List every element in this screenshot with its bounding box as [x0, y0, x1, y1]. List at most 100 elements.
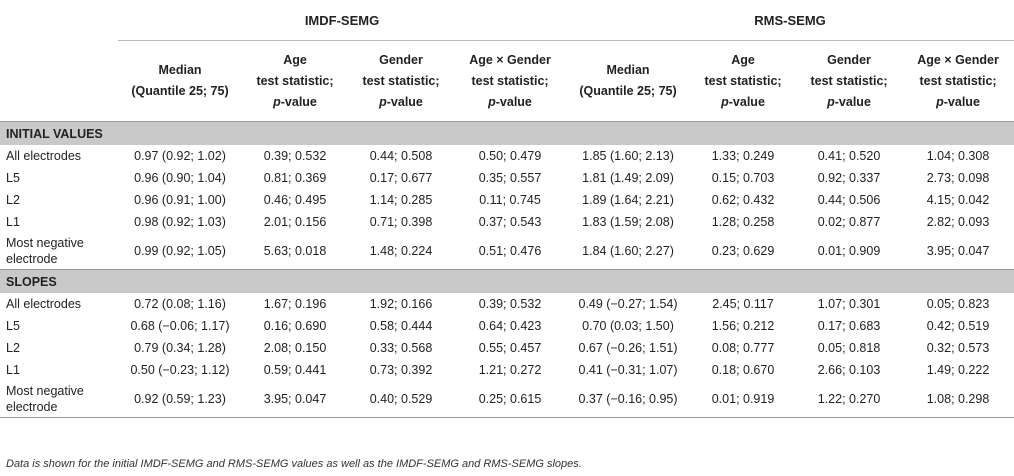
table-cell: 4.15; 0.042 — [926, 193, 990, 207]
table-cell: 0.39; 0.532 — [478, 297, 542, 311]
table-cell: 0.05; 0.823 — [926, 297, 990, 311]
table-cell: 0.62; 0.432 — [711, 193, 775, 207]
row-label-line: electrode — [6, 252, 58, 266]
table-cell: 0.79 (0.34; 1.28) — [134, 341, 226, 355]
table-cell: 0.72 (0.08; 1.16) — [134, 297, 226, 311]
table-cell: 1.84 (1.60; 2.27) — [582, 244, 674, 258]
table-cell: 0.92; 0.337 — [817, 171, 881, 185]
table-cell: 1.92; 0.166 — [369, 297, 433, 311]
table-cell: 0.37; 0.543 — [478, 215, 542, 229]
row-label: Most negative electrode — [0, 233, 118, 270]
table-cell: 0.46; 0.495 — [263, 193, 327, 207]
table-cell: 0.05; 0.818 — [817, 341, 881, 355]
p-symbol: p — [721, 94, 729, 109]
p-symbol: p — [936, 94, 944, 109]
row-label: Most negative electrode — [0, 381, 118, 418]
p-symbol: p — [827, 94, 835, 109]
table-cell: 2.01; 0.156 — [263, 215, 327, 229]
section-row: INITIAL VALUES — [0, 121, 1014, 145]
table-cell: 1.22; 0.270 — [796, 381, 903, 418]
header-line: test statistic; — [362, 73, 440, 88]
table-row: L1 0.98 (0.92; 1.03) 2.01; 0.156 0.71; 0.39… — [0, 211, 1014, 233]
column-header-row: Median (Quantile 25; 75) Age test statisti… — [0, 41, 1014, 122]
table-cell: 0.33; 0.568 — [369, 341, 433, 355]
col-imdf-median: Median (Quantile 25; 75) — [118, 41, 242, 122]
header-line: Median — [158, 63, 202, 77]
row-label-line: L2 — [6, 341, 20, 355]
col-imdf-gender: Gender test statistic; p-value — [348, 41, 454, 122]
table-row: L1 0.50 (−0.23; 1.12) 0.59; 0.441 0.73; 0.3… — [0, 359, 1014, 381]
header-line: p-value — [246, 92, 344, 113]
p-symbol: p — [273, 94, 281, 109]
row-label-line: L5 — [6, 171, 20, 185]
table-cell: 0.18; 0.670 — [711, 363, 775, 377]
group-header-row: IMDF-SEMG RMS-SEMG — [0, 0, 1014, 41]
header-line: Age — [283, 52, 307, 67]
header-line: p-value — [352, 92, 450, 113]
table-cell: 0.16; 0.690 — [263, 319, 327, 333]
value-suffix: -value — [280, 94, 317, 109]
row-label: L2 — [0, 337, 118, 359]
table-cell: 1.56; 0.212 — [711, 319, 775, 333]
table-cell: 0.44; 0.506 — [817, 193, 881, 207]
table-cell: 1.83 (1.59; 2.08) — [582, 215, 674, 229]
table-cell: 0.50; 0.479 — [478, 149, 542, 163]
row-label-line: L5 — [6, 319, 20, 333]
table-cell: 2.66; 0.103 — [817, 363, 881, 377]
table-cell: 0.01; 0.919 — [690, 381, 797, 418]
header-line: Median — [606, 63, 650, 77]
table-cell: 0.35; 0.557 — [478, 171, 542, 185]
table-cell: 0.67 (−0.26; 1.51) — [578, 341, 678, 355]
row-label: L2 — [0, 189, 118, 211]
value-suffix: -value — [495, 94, 532, 109]
table-cell: 0.98 (0.92; 1.03) — [134, 215, 226, 229]
corner-cell — [0, 0, 118, 41]
col-rms-gender: Gender test statistic; p-value — [796, 41, 902, 122]
table-cell: 0.42; 0.519 — [926, 319, 990, 333]
value-suffix: -value — [834, 94, 871, 109]
table-cell: 1.48; 0.224 — [369, 244, 433, 258]
header-line: Age × Gender — [917, 52, 999, 67]
header-line: test statistic; — [919, 73, 997, 88]
table-cell: 0.40; 0.529 — [348, 381, 454, 418]
col-rms-agexgender: Age × Gender test statistic; p-value — [902, 41, 1014, 122]
table-body: INITIAL VALUES All electrodes 0.97 (0.92; … — [0, 121, 1014, 418]
table-cell: 0.41; 0.520 — [817, 149, 881, 163]
row-label-line: L1 — [6, 215, 20, 229]
group-imdf: IMDF-SEMG — [118, 0, 567, 41]
table-cell: 0.08; 0.777 — [711, 341, 775, 355]
value-suffix: -value — [728, 94, 765, 109]
table-cell: 1.04; 0.308 — [926, 149, 990, 163]
table-row: Most negative electrode 0.92 (0.59; 1.23) 3… — [0, 381, 1014, 418]
table-cell: 1.33; 0.249 — [711, 149, 775, 163]
header-line: Gender — [827, 52, 871, 67]
table-cell: 0.81; 0.369 — [263, 171, 327, 185]
header-line: p-value — [906, 92, 1010, 113]
table-cell: 1.14; 0.285 — [369, 193, 433, 207]
table-cell: 3.95; 0.047 — [242, 381, 348, 418]
table-cell: 0.58; 0.444 — [369, 319, 433, 333]
table-cell: 2.82; 0.093 — [926, 215, 990, 229]
table-cell: 2.08; 0.150 — [263, 341, 327, 355]
table-cell: 1.07; 0.301 — [817, 297, 881, 311]
table-cell: 0.73; 0.392 — [369, 363, 433, 377]
p-symbol: p — [379, 94, 387, 109]
table-cell: 0.17; 0.683 — [817, 319, 881, 333]
table-row: Most negative electrode 0.99 (0.92; 1.05) 5… — [0, 233, 1014, 270]
header-line: test statistic; — [256, 73, 334, 88]
p-symbol: p — [488, 94, 496, 109]
table-cell: 0.23; 0.629 — [711, 244, 775, 258]
row-label-line: L1 — [6, 363, 20, 377]
table-cell: 0.11; 0.745 — [479, 193, 541, 207]
table-cell: 0.59; 0.441 — [263, 363, 327, 377]
row-label-line: All electrodes — [6, 297, 82, 311]
table-cell: 0.41 (−0.31; 1.07) — [578, 363, 678, 377]
table-cell: 1.67; 0.196 — [263, 297, 327, 311]
table-cell: 0.39; 0.532 — [263, 149, 327, 163]
row-label: L5 — [0, 315, 118, 337]
table-cell: 0.92 (0.59; 1.23) — [118, 381, 242, 418]
table-cell: 1.85 (1.60; 2.13) — [582, 149, 674, 163]
table-row: L2 0.96 (0.91; 1.00) 0.46; 0.495 1.14; 0.28… — [0, 189, 1014, 211]
table-cell: 2.73; 0.098 — [926, 171, 990, 185]
